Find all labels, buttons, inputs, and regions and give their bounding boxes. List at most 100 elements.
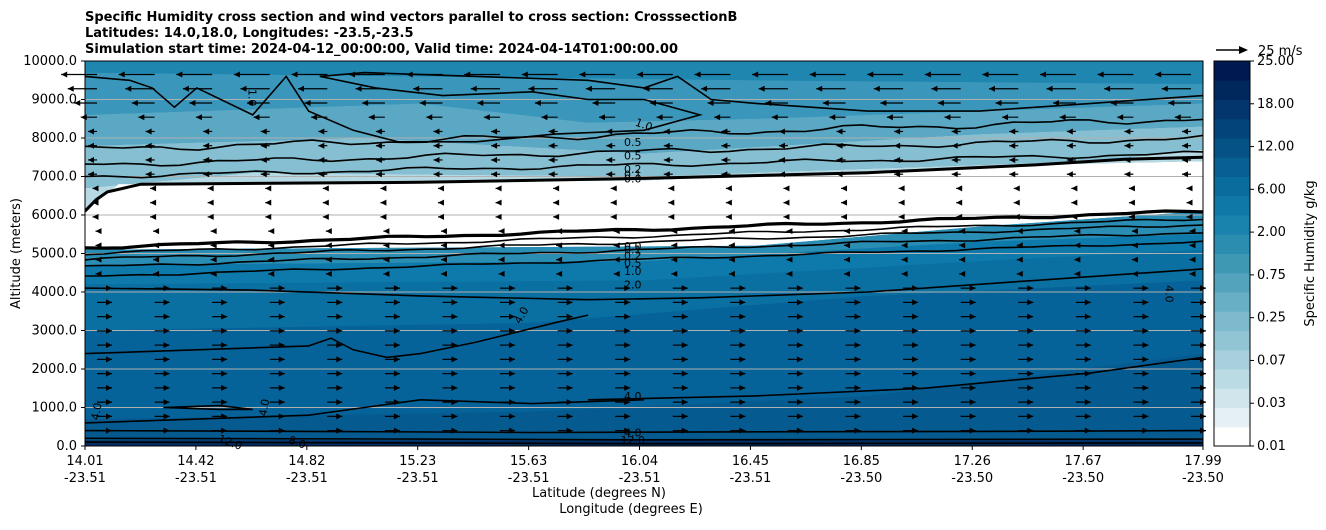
wind-arrowhead xyxy=(349,71,356,78)
wind-arrowhead xyxy=(624,427,631,434)
wind-arrowhead xyxy=(663,156,670,163)
ytick-label: 1000.0 xyxy=(32,401,78,416)
wind-arrowhead xyxy=(956,199,963,206)
wind-arrowhead xyxy=(1009,171,1016,178)
wind-arrowhead xyxy=(150,199,157,206)
wind-arrowhead xyxy=(912,399,919,406)
wind-arrowhead xyxy=(1002,114,1009,121)
wind-arrowhead xyxy=(663,171,670,178)
wind-arrowhead xyxy=(624,356,631,363)
wind-arrowhead xyxy=(383,270,390,277)
wind-arrowhead xyxy=(437,199,444,206)
wind-arrowhead xyxy=(585,85,592,92)
wind-arrowhead xyxy=(318,128,325,135)
wind-arrowhead xyxy=(548,156,555,163)
wind-arrowhead xyxy=(375,142,382,149)
wind-arrowhead xyxy=(1128,213,1135,220)
wind-arrowhead xyxy=(566,342,573,349)
wind-arrowhead xyxy=(739,327,746,334)
wind-arrowhead xyxy=(318,156,325,163)
wind-arrowhead xyxy=(464,71,471,78)
wind-arrowhead xyxy=(80,114,87,121)
colorbar-band xyxy=(1214,215,1250,235)
wind-arrowhead xyxy=(1084,356,1091,363)
wind-arrowhead xyxy=(495,199,502,206)
wind-arrowhead xyxy=(1124,142,1131,149)
wind-arrowhead xyxy=(163,370,170,377)
wind-arrowhead xyxy=(153,270,160,277)
wind-arrowhead xyxy=(579,71,586,78)
wind-arrowhead xyxy=(1142,285,1149,292)
wind-arrowhead xyxy=(854,427,861,434)
wind-arrowhead xyxy=(106,313,112,320)
wind-arrowhead xyxy=(681,327,688,334)
wind-arrowhead xyxy=(1128,199,1135,206)
wind-arrowhead xyxy=(969,356,976,363)
wind-arrowhead xyxy=(437,213,444,220)
xtick-label-lat: 15.63 xyxy=(510,454,547,469)
wind-arrowhead xyxy=(1182,142,1188,149)
wind-arrowhead xyxy=(1027,427,1034,434)
wind-arrowhead xyxy=(783,185,790,192)
wind-arrowhead xyxy=(393,342,400,349)
ytick-label: 5000.0 xyxy=(32,247,78,262)
wind-arrowhead xyxy=(221,356,228,363)
wind-arrowhead xyxy=(336,342,343,349)
wind-arrowhead xyxy=(786,242,793,249)
contour-label-text: 0.2 xyxy=(624,249,642,262)
wind-arrowhead xyxy=(829,114,836,121)
wind-arrowhead xyxy=(203,142,210,149)
wind-arrowhead xyxy=(566,285,573,292)
wind-arrowhead xyxy=(509,342,516,349)
wind-arrowhead xyxy=(437,185,444,192)
wind-arrowhead xyxy=(106,356,112,363)
wind-arrowhead xyxy=(643,85,650,92)
wind-arrowhead xyxy=(1027,285,1034,292)
wind-arrowhead xyxy=(253,114,260,121)
wind-arrowhead xyxy=(1084,285,1091,292)
wind-arrowhead xyxy=(796,370,803,377)
wind-arrowhead xyxy=(207,213,214,220)
wind-arrowhead xyxy=(1186,199,1193,206)
wind-arrowhead xyxy=(163,285,170,292)
wind-arrowhead xyxy=(739,285,746,292)
wind-arrowhead xyxy=(380,185,387,192)
wind-arrowhead xyxy=(969,313,976,320)
wind-arrowhead xyxy=(203,128,210,135)
wind-arrowhead xyxy=(1142,327,1149,334)
wind-arrowhead xyxy=(1059,114,1066,121)
wind-arrowhead xyxy=(725,185,732,192)
wind-arrowhead xyxy=(1027,342,1034,349)
wind-arrowhead xyxy=(739,356,746,363)
wind-arrowhead xyxy=(969,427,976,434)
wind-arrowhead xyxy=(1084,370,1091,377)
wind-key: 25 m/s xyxy=(1216,44,1303,59)
wind-arrowhead xyxy=(150,213,157,220)
wind-arrowhead xyxy=(592,99,599,106)
wind-vectors xyxy=(61,71,1206,434)
wind-arrowhead xyxy=(153,256,160,263)
wind-arrowhead xyxy=(959,242,966,249)
wind-arrowhead xyxy=(1142,384,1149,391)
wind-arrowhead xyxy=(556,256,563,263)
wind-arrowhead xyxy=(854,370,861,377)
xtick-label-lat: 14.01 xyxy=(66,454,103,469)
wind-arrowhead xyxy=(1053,99,1060,106)
wind-arrowhead xyxy=(796,413,803,420)
wind-arrowhead xyxy=(362,99,369,106)
wind-arrowhead xyxy=(854,299,861,306)
wind-arrowhead xyxy=(221,313,228,320)
wind-arrowhead xyxy=(393,299,400,306)
wind-arrowhead xyxy=(240,85,247,92)
wind-arrowhead xyxy=(318,171,325,178)
wind-arrowhead xyxy=(1104,85,1111,92)
wind-arrowhead xyxy=(822,99,829,106)
wind-arrowhead xyxy=(1182,171,1188,178)
axes: 0.0 1000.0 2000.0 3000.0 4000.0 5000.0 6000.0 7… xyxy=(9,54,1224,517)
contour-label-text: 8.0 xyxy=(287,433,308,451)
colorbar-tick-label: 25.00 xyxy=(1257,54,1294,69)
wind-arrowhead xyxy=(1027,299,1034,306)
ytick-label: 8000.0 xyxy=(32,131,78,146)
wind-arrowhead xyxy=(260,171,267,178)
